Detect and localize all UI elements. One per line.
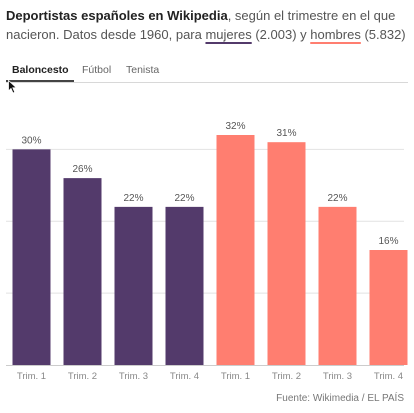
data-label-5: 32%: [225, 121, 245, 132]
active-tab-indicator: [6, 80, 74, 83]
data-label-4: 22%: [174, 193, 194, 204]
women-count: (2.003) y: [251, 27, 311, 42]
x-tick-label-1: Trim. 1: [17, 371, 46, 382]
bar-3: [114, 206, 153, 365]
x-tick-label-3: Trim. 3: [119, 371, 148, 382]
bar-2: [63, 178, 102, 365]
bar-8: [369, 250, 408, 365]
tab-tenista[interactable]: Tenista: [126, 64, 160, 76]
bar-5: [216, 135, 255, 365]
tab-futbol[interactable]: Fútbol: [82, 64, 112, 76]
sport-tabs: Baloncesto Fútbol Tenista: [0, 60, 414, 83]
bar-6: [267, 142, 306, 365]
data-label-8: 16%: [378, 236, 398, 247]
men-legend: hombres: [310, 27, 361, 42]
x-tick-label-7: Trim. 3: [323, 371, 352, 382]
mouse-cursor-icon: [8, 80, 18, 94]
data-label-3: 22%: [123, 193, 143, 204]
men-count: (5.832): [360, 27, 406, 42]
chart-title: Deportistas españoles en Wikipedia, segú…: [6, 6, 410, 44]
bar-chart: 30% Trim. 1 26% Trim. 2 22% Trim. 3 22% Trim. 4…: [6, 121, 408, 382]
tab-baloncesto[interactable]: Baloncesto: [12, 64, 69, 76]
tabs-divider: [6, 82, 408, 83]
bar-4: [165, 206, 204, 365]
data-label-7: 22%: [327, 193, 347, 204]
x-tick-label-2: Trim. 2: [68, 371, 97, 382]
x-tick-label-4: Trim. 4: [170, 371, 199, 382]
title-bold: Deportistas españoles en Wikipedia: [6, 8, 228, 23]
x-tick-label-6: Trim. 2: [272, 371, 301, 382]
x-tick-label-8: Trim. 4: [374, 371, 403, 382]
data-label-6: 31%: [276, 128, 296, 139]
x-tick-label-5: Trim. 1: [221, 371, 250, 382]
women-legend: mujeres: [205, 27, 252, 42]
data-label-2: 26%: [72, 164, 92, 175]
title-rest: , según el trimestre en el que nacieron.…: [6, 8, 396, 42]
data-label-1: 30%: [21, 135, 41, 146]
bar-1: [12, 149, 51, 365]
bar-7: [318, 206, 357, 365]
source-note: Fuente: Wikimedia / EL PAÍS: [276, 393, 404, 404]
